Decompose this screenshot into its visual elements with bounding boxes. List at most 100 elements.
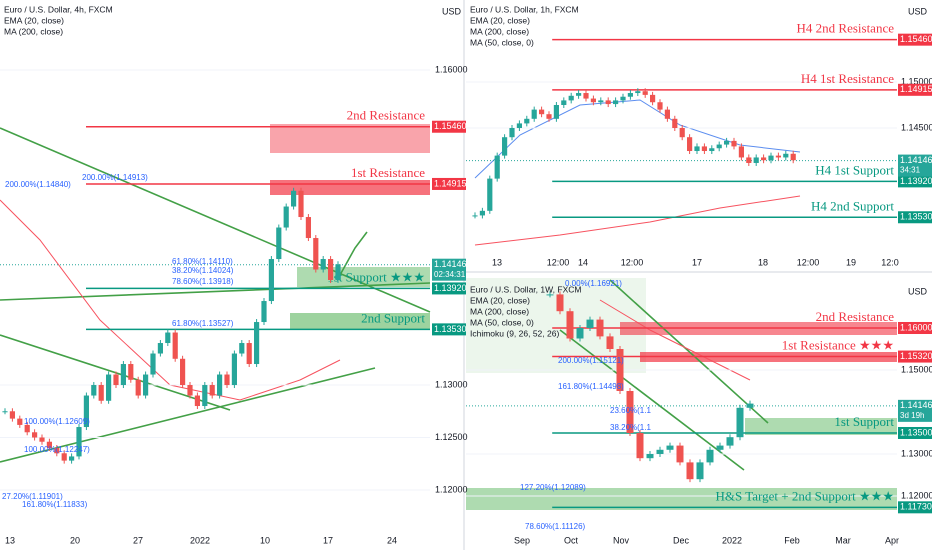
axis-unit: USD — [442, 6, 462, 16]
candle — [472, 215, 478, 217]
candle — [83, 395, 89, 428]
indicator: MA (200, close) — [470, 306, 529, 316]
candle — [586, 319, 594, 329]
zone — [290, 313, 430, 329]
x-tick-label: 24 — [387, 535, 397, 545]
x-tick-label: 27 — [133, 535, 143, 545]
candle — [313, 238, 319, 270]
candle — [768, 155, 774, 161]
trendlines — [0, 127, 769, 471]
candle — [627, 93, 633, 97]
candle — [635, 91, 641, 94]
candle — [561, 100, 567, 105]
price-tag — [898, 426, 932, 439]
level-label: H4 2nd Resistance — [797, 21, 895, 36]
candle — [731, 140, 737, 147]
price-tag-label: 1.14146 — [900, 155, 932, 165]
y-tick-label: 1.15000 — [901, 364, 932, 374]
y-tick-label: 1.14500 — [901, 122, 932, 132]
candle — [128, 364, 134, 380]
candle — [616, 348, 624, 391]
price-tag-label: 1.14146 — [900, 400, 932, 410]
candle — [261, 301, 267, 323]
candle — [32, 432, 38, 438]
candle — [546, 294, 554, 296]
fib-label: 38.20%(1.1 — [610, 423, 651, 432]
candle — [583, 93, 589, 99]
x-tick-label: 2022 — [190, 535, 210, 545]
candle — [76, 427, 82, 457]
x-tick-label: 17 — [692, 257, 702, 267]
fib-label: 200.00%(1.14913) — [82, 173, 148, 182]
indicator: EMA (20, close) — [470, 15, 530, 25]
indicator: MA (50, close, 0) — [470, 37, 534, 47]
candle — [606, 336, 614, 349]
candle — [753, 157, 759, 163]
candle — [291, 190, 297, 207]
axis-unit: USD — [908, 286, 928, 296]
level-label: 1st Resistance — [351, 165, 425, 180]
fib-label: 61.80%(1.14110) — [172, 257, 233, 266]
candle — [509, 128, 515, 138]
candle — [672, 118, 678, 129]
candle — [531, 109, 537, 119]
candle — [620, 96, 626, 101]
candle — [2, 411, 8, 413]
candle — [736, 407, 744, 438]
price-tag — [898, 154, 932, 177]
x-tick-label: 2022 — [722, 535, 742, 545]
price-tag-label: 1.16000 — [900, 322, 932, 332]
candle — [24, 424, 30, 433]
x-tick-label: Sep — [514, 535, 530, 545]
fib-label: 27.20%(1.11901) — [2, 492, 63, 501]
candle — [254, 322, 260, 365]
price-tag-label: 1.15460 — [434, 121, 467, 131]
price-tag-label: 1.15320 — [900, 351, 932, 361]
candle — [239, 343, 245, 354]
x-tick-label: 12:00 — [547, 257, 570, 267]
candle — [746, 157, 752, 163]
candle — [539, 109, 545, 115]
candle — [328, 259, 334, 281]
candle — [642, 91, 648, 95]
price-tag-label: 1.13530 — [900, 212, 932, 222]
fib-label: 61.80%(1.13527) — [172, 319, 234, 328]
x-tick-label: 13 — [492, 257, 502, 267]
candle — [217, 374, 223, 396]
candle — [39, 437, 45, 442]
x-tick-label: 20 — [70, 535, 80, 545]
candle — [187, 385, 193, 396]
price-tag — [432, 282, 466, 295]
price-tag-label: 1.14146 — [434, 259, 467, 269]
indicator: Ichimoku (9, 26, 52, 26) — [470, 328, 559, 338]
candle — [172, 332, 178, 359]
zone — [745, 418, 897, 435]
fib-label: 78.60%(1.11126) — [525, 522, 586, 531]
candle — [69, 456, 75, 461]
candle — [696, 462, 704, 480]
candle — [724, 140, 730, 145]
candle — [61, 453, 67, 461]
x-tick-label: Mar — [835, 535, 851, 545]
y-tick-label: 1.15000 — [901, 76, 932, 86]
candle — [54, 448, 60, 454]
candle — [305, 217, 311, 239]
zone — [270, 124, 430, 153]
candle — [646, 453, 654, 459]
fib-label: 23.60%(1.1 — [610, 406, 651, 415]
chart-title: Euro / U.S. Dollar, 1h, FXCM — [470, 4, 579, 14]
fib-label: 127.20%(1.12089) — [520, 483, 586, 492]
candle — [746, 403, 754, 408]
candle — [687, 137, 693, 152]
candle — [576, 328, 584, 339]
candle — [694, 146, 700, 152]
price-tag-label: 1.13920 — [900, 176, 932, 186]
candle — [180, 358, 186, 386]
price-tag — [898, 501, 932, 514]
candle — [676, 445, 684, 463]
y-tick-label: 1.13000 — [901, 448, 932, 458]
candle — [679, 128, 685, 138]
candle — [657, 102, 663, 110]
candle — [706, 449, 714, 463]
candle — [738, 146, 744, 158]
